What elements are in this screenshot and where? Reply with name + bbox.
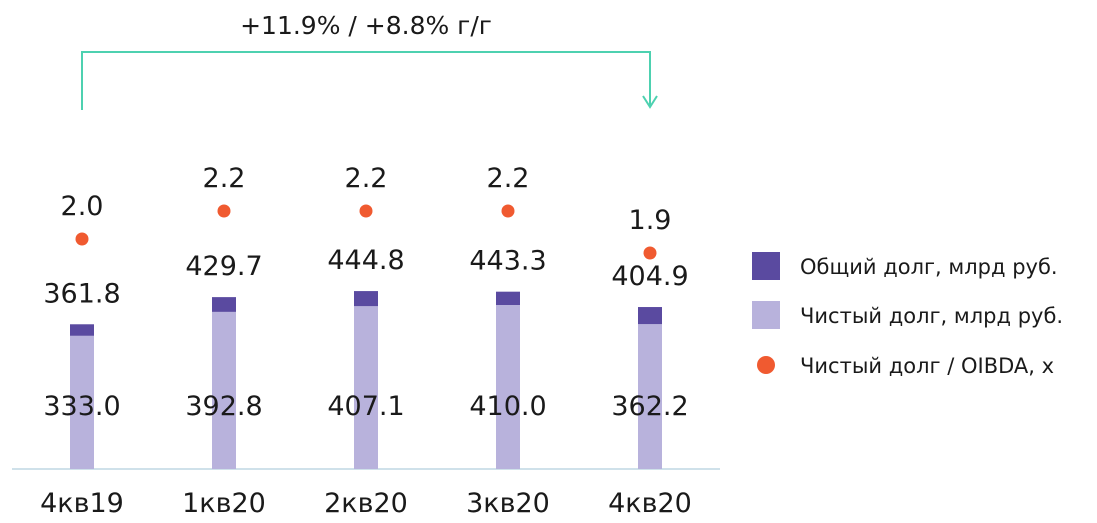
annotation-arrowhead <box>642 95 658 109</box>
gross-debt-bar-3 <box>354 291 378 307</box>
net-debt-label-3: 407.1 <box>327 391 404 422</box>
ratio-dot-2 <box>217 204 231 218</box>
category-label-3: 2кв20 <box>324 488 408 519</box>
ratio-label-3: 2.2 <box>345 163 388 194</box>
gross-debt-label-2: 429.7 <box>185 251 262 282</box>
ratio-label-4: 2.2 <box>487 163 530 194</box>
legend: Общий долг, млрд руб. Чистый долг, млрд р… <box>752 252 1063 378</box>
net-debt-label-1: 333.0 <box>43 391 120 422</box>
annotation-text: +11.9% / +8.8% г/г <box>240 11 492 40</box>
ratio-dot-1 <box>75 232 89 246</box>
net-debt-bar-5 <box>638 324 662 469</box>
annotation-bracket <box>81 51 651 110</box>
annotation: +11.9% / +8.8% г/г <box>81 11 658 110</box>
gross-debt-label-1: 361.8 <box>43 278 120 309</box>
gross-debt-label-3: 444.8 <box>327 245 404 276</box>
category-label-1: 4кв19 <box>40 488 124 519</box>
gross-debt-label-4: 443.3 <box>469 246 546 277</box>
net-debt-bar-2 <box>212 311 236 469</box>
gross-debt-label-5: 404.9 <box>611 261 688 292</box>
ratio-label-2: 2.2 <box>203 163 246 194</box>
legend-gross-debt-label: Общий долг, млрд руб. <box>800 255 1058 279</box>
legend-ratio-swatch <box>757 356 775 374</box>
net-debt-bar-1 <box>70 335 94 469</box>
ratio-dot-3 <box>359 204 373 218</box>
net-debt-label-2: 392.8 <box>185 391 262 422</box>
category-label-2: 1кв20 <box>182 488 266 519</box>
gross-debt-bar-4 <box>496 291 520 305</box>
ratio-label-1: 2.0 <box>61 191 104 222</box>
legend-gross-debt-swatch <box>752 252 780 280</box>
net-debt-label-4: 410.0 <box>469 391 546 422</box>
legend-net-debt-swatch <box>752 301 780 329</box>
ratio-dot-4 <box>501 204 515 218</box>
category-label-5: 4кв20 <box>608 488 692 519</box>
ratio-dot-5 <box>643 246 657 260</box>
net-debt-label-5: 362.2 <box>611 391 688 422</box>
plot-area: 333.0 361.8 2.0 4кв19 392.8 429.7 2.2 1кв20 407.… <box>40 163 692 519</box>
gross-debt-bar-5 <box>638 307 662 325</box>
legend-ratio-label: Чистый долг / OIBDA, x <box>800 354 1054 378</box>
legend-net-debt-label: Чистый долг, млрд руб. <box>800 304 1063 328</box>
net-debt-bar-3 <box>354 306 378 469</box>
category-label-4: 3кв20 <box>466 488 550 519</box>
ratio-label-5: 1.9 <box>629 205 672 236</box>
gross-debt-bar-2 <box>212 297 236 312</box>
net-debt-bar-4 <box>496 305 520 469</box>
gross-debt-bar-1 <box>70 324 94 336</box>
